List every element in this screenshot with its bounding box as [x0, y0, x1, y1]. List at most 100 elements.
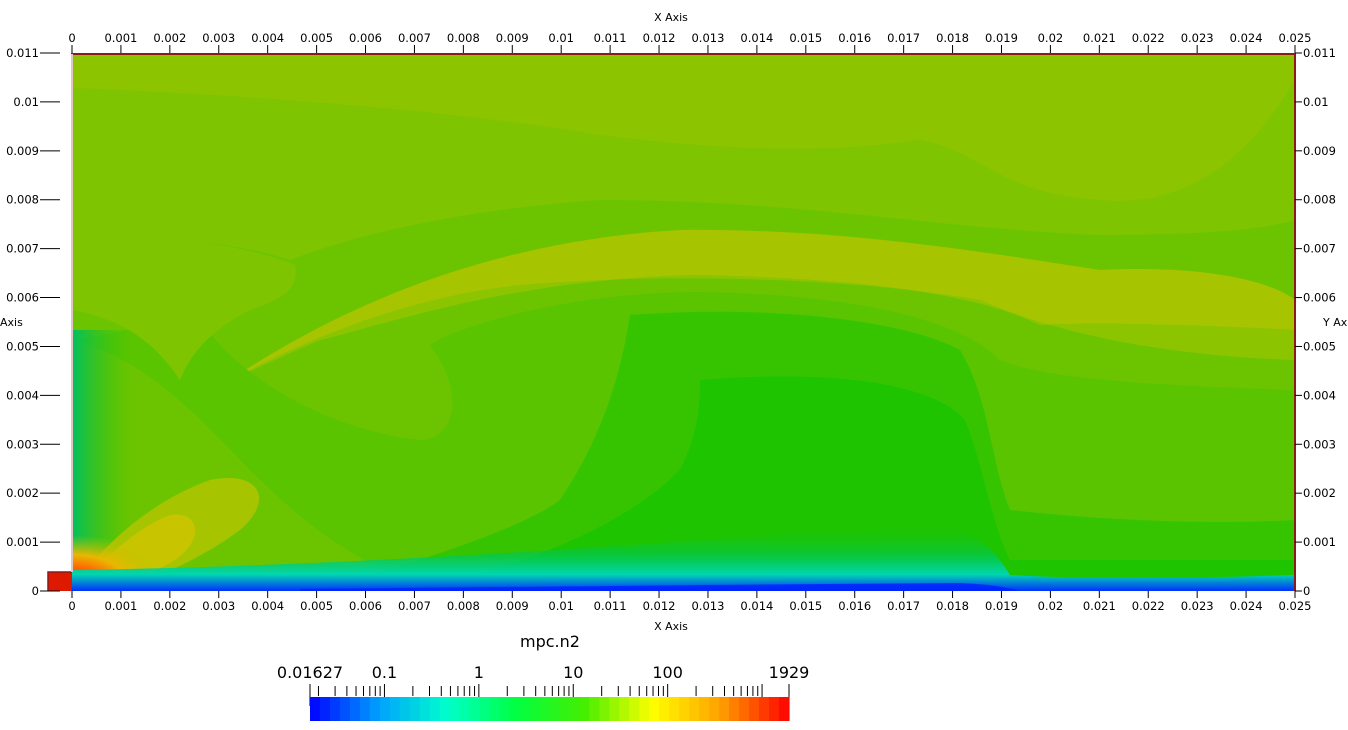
colorbar: mpc.n2 0.01627 0.1 1 10 100 1929 [277, 632, 809, 721]
y-axis-title-right: Y Ax [1322, 316, 1348, 329]
x-tick-label-top: 0.025 [1279, 31, 1312, 45]
colorbar-band [769, 697, 780, 721]
colorbar-band [429, 697, 441, 721]
colorbar-band [359, 697, 371, 721]
colorbar-band [339, 697, 351, 721]
y-tick-label-right: 0.003 [1303, 437, 1336, 451]
axes: 0 0.001 0.002 0.003 0.004 0.005 0.006 0.007 0.00… [0, 11, 1348, 633]
colorbar-band [689, 697, 700, 721]
colorbar-band [699, 697, 710, 721]
x-axis-title-top: X Axis [654, 11, 688, 24]
colorbar-band [729, 697, 740, 721]
upper-band-region [72, 53, 1295, 201]
y-tick-label-left: 0.006 [6, 291, 39, 305]
x-axis-bottom: 0 0.001 0.002 0.003 0.004 0.005 0.006 0.007 0.00… [68, 591, 1311, 613]
y-tick-label-left: 0.002 [6, 486, 39, 500]
colorbar-band [349, 697, 361, 721]
x-tick-label-top: 0.004 [251, 31, 284, 45]
x-tick-label-bottom: 0.007 [398, 599, 431, 613]
colorbar-band [709, 697, 720, 721]
colorbar-band [719, 697, 730, 721]
x-tick-label-bottom: 0.017 [887, 599, 920, 613]
mid-upper-region [72, 80, 1295, 260]
x-axis-title-bottom: X Axis [654, 620, 688, 633]
x-tick-label-bottom: 0.02 [1038, 599, 1064, 613]
y-tick-label-right: 0.005 [1303, 339, 1336, 353]
x-tick-label-bottom: 0.008 [447, 599, 480, 613]
x-tick-label-bottom: 0.013 [691, 599, 724, 613]
colorbar-band [409, 697, 421, 721]
x-tick-label-top: 0.006 [349, 31, 382, 45]
x-tick-label-top: 0.005 [300, 31, 333, 45]
colorbar-swatches [310, 697, 790, 721]
x-tick-label-bottom: 0.009 [496, 599, 529, 613]
x-tick-label-top: 0.008 [447, 31, 480, 45]
x-tick-label-top: 0.024 [1230, 31, 1263, 45]
colorbar-label: 0.1 [372, 663, 397, 682]
colorbar-label: 0.01627 [277, 663, 343, 682]
y-axis-left: 0 0.001 0.002 0.003 0.004 0.005 0.006 0.007 0.00… [6, 46, 60, 598]
colorbar-band [379, 697, 391, 721]
x-tick-label-bottom: 0.005 [300, 599, 333, 613]
inlet-block [48, 572, 72, 591]
y-tick-label-right: 0.01 [1303, 95, 1329, 109]
colorbar-band [329, 697, 341, 721]
colorbar-band [759, 697, 770, 721]
y-tick-label-right: 0.004 [1303, 388, 1336, 402]
colorbar-band [389, 697, 401, 721]
x-tick-label-top: 0.014 [740, 31, 773, 45]
y-tick-label-left: 0.007 [6, 242, 39, 256]
y-tick-label-left: 0 [32, 584, 39, 598]
colorbar-band [469, 697, 481, 721]
colorbar-band [589, 697, 600, 721]
y-tick-label-left: 0.009 [6, 144, 39, 158]
x-tick-label-top: 0.001 [104, 31, 137, 45]
colorbar-band [559, 697, 571, 721]
x-tick-label-top: 0.002 [153, 31, 186, 45]
x-tick-label-bottom: 0.023 [1181, 599, 1214, 613]
colorbar-band [679, 697, 690, 721]
x-tick-label-top: 0.013 [691, 31, 724, 45]
y-tick-label-left: 0.008 [6, 193, 39, 207]
x-tick-label-top: 0.018 [936, 31, 969, 45]
x-tick-label-top: 0.019 [985, 31, 1018, 45]
x-tick-label-top: 0.023 [1181, 31, 1214, 45]
x-tick-label-top: 0.02 [1038, 31, 1064, 45]
y-tick-label-right: 0.001 [1303, 535, 1336, 549]
y-tick-label-left: 0.011 [6, 46, 39, 60]
x-tick-label-bottom: 0.004 [251, 599, 284, 613]
x-tick-label-top: 0.012 [643, 31, 676, 45]
colorbar-band [749, 697, 760, 721]
x-tick-label-bottom: 0.025 [1279, 599, 1312, 613]
colorbar-band [509, 697, 521, 721]
x-tick-label-top: 0 [68, 31, 75, 45]
x-tick-label-bottom: 0.019 [985, 599, 1018, 613]
x-tick-label-bottom: 0.015 [789, 599, 822, 613]
colorbar-band [399, 697, 411, 721]
colorbar-label: 1 [474, 663, 484, 682]
x-tick-label-top: 0.021 [1083, 31, 1116, 45]
colorbar-band [519, 697, 531, 721]
colorbar-title: mpc.n2 [520, 632, 580, 651]
y-tick-label-right: 0.006 [1303, 291, 1336, 305]
y-axis-right: 0 0.001 0.002 0.003 0.004 0.005 0.006 0.007 0.00… [1295, 46, 1336, 598]
y-tick-label-left: 0.01 [13, 95, 39, 109]
colorbar-band [609, 697, 620, 721]
x-tick-label-bottom: 0.022 [1132, 599, 1165, 613]
colorbar-band [629, 697, 640, 721]
x-tick-label-bottom: 0.011 [594, 599, 627, 613]
colorbar-band [649, 697, 660, 721]
colorbar-band [439, 697, 451, 721]
y-tick-label-right: 0 [1303, 584, 1310, 598]
contour-field [72, 53, 1295, 591]
deeper-green-dome [420, 376, 1295, 591]
y-tick-label-right: 0.007 [1303, 242, 1336, 256]
x-tick-label-top: 0.003 [202, 31, 235, 45]
y-tick-label-left: 0.005 [6, 339, 39, 353]
bottom-boundary-layer [72, 524, 1295, 591]
x-tick-label-bottom: 0.024 [1230, 599, 1263, 613]
colorbar-label: 1929 [769, 663, 810, 682]
inlet-outline [47, 571, 72, 591]
colorbar-band [459, 697, 471, 721]
